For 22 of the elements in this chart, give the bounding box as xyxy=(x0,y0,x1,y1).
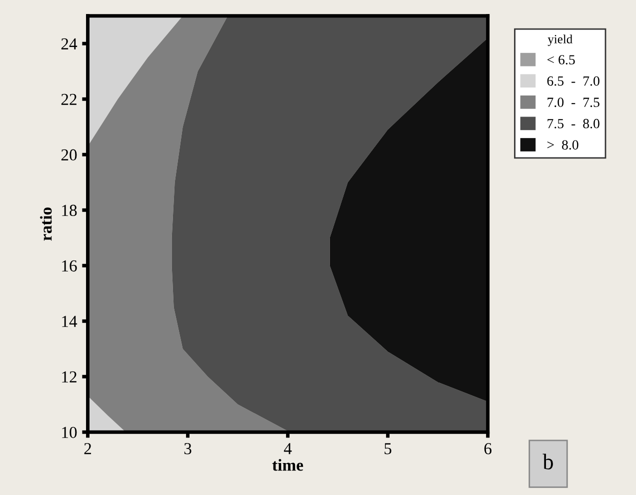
legend-title: yield xyxy=(548,34,572,46)
y-tick-label: 16 xyxy=(62,260,77,272)
legend-label: < 6.5 xyxy=(547,55,575,64)
legend-label: 7.0 - 7.5 xyxy=(548,98,600,108)
y-tick-label: 22 xyxy=(61,94,76,105)
x-tick-label: 6 xyxy=(484,443,492,454)
x-tick-label: 2 xyxy=(84,443,92,454)
y-tick-label: 18 xyxy=(62,204,77,216)
x-tick-label: 4 xyxy=(284,443,292,454)
x-tick-label: 5 xyxy=(384,443,392,454)
text: b xyxy=(542,454,553,470)
y-axis-title: ratio xyxy=(40,208,52,241)
legend-label: > 8.0 xyxy=(547,140,578,150)
y-tick-label: 12 xyxy=(62,371,76,382)
y-tick-label: 14 xyxy=(62,316,78,327)
y-tick-label: 10 xyxy=(62,426,77,438)
legend-label: 6.5 - 7.0 xyxy=(547,76,600,86)
legend-label: 7.5 - 8.0 xyxy=(548,118,600,128)
y-tick-label: 20 xyxy=(61,149,77,161)
x-tick-label: 3 xyxy=(184,443,192,454)
y-tick-label: 24 xyxy=(61,38,78,50)
x-axis-title: time xyxy=(272,459,304,471)
